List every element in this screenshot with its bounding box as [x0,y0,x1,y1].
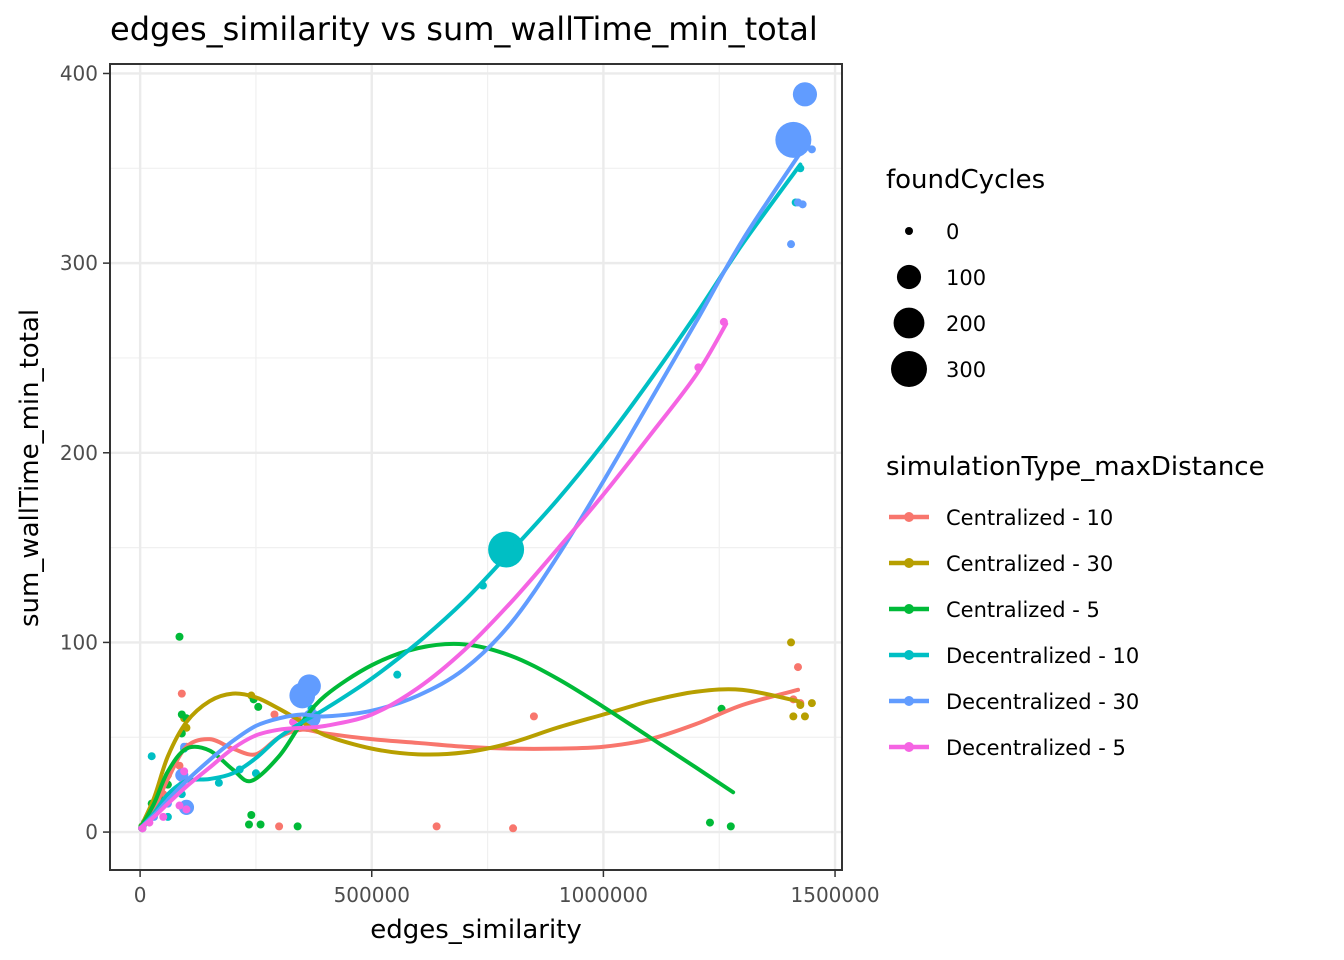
legend-title-simulation-type: simulationType_maxDistance [886,452,1265,482]
y-tick-label: 200 [60,441,98,465]
smooth-line-centralized-10 [138,687,800,831]
size-key-label: 0 [946,220,959,244]
smooth-line-centralized-30 [138,687,800,831]
legend-label-centralized-10: Centralized - 10 [946,506,1113,530]
legend-label-decentralized-5: Decentralized - 5 [946,736,1126,760]
y-tick-label: 400 [60,61,98,85]
point-decentralized-5 [175,801,184,810]
x-axis: 0 500000 1000000 1500000 [134,870,880,907]
legend-label-centralized-30: Centralized - 30 [946,552,1113,576]
panel-border [109,63,843,871]
size-key-300 [891,351,927,387]
point-centralized-10 [793,663,802,672]
chart-title: edges_similarity vs sum_wallTime_min_tot… [110,10,818,48]
point-centralized-10 [529,712,538,721]
y-tick-label: 300 [60,251,98,275]
y-tick-label: 0 [85,820,98,844]
point-centralized-5 [705,818,714,827]
point-decentralized-5 [182,805,191,814]
legend-key-point-centralized-5 [904,604,914,614]
point-decentralized-30 [807,145,816,154]
point-decentralized-30 [787,240,796,249]
point-centralized-5 [244,820,253,829]
point-centralized-10 [177,689,186,698]
point-decentralized-5 [180,767,189,776]
legend-key-point-decentralized-5 [904,742,914,752]
legend-label-decentralized-10: Decentralized - 10 [946,644,1139,668]
legend-label-centralized-5: Centralized - 5 [946,598,1100,622]
point-centralized-5 [175,632,184,641]
point-decentralized-30 [792,82,818,107]
plot-panel [109,63,843,871]
smooth-line-decentralized-5 [138,321,729,831]
point-decentralized-10 [393,670,402,679]
legend-key-point-centralized-30 [904,558,914,568]
legend-key-point-decentralized-10 [904,650,914,660]
point-centralized-10 [270,710,279,719]
x-tick-label: 500000 [334,883,410,907]
legend-title-found-cycles: foundCycles [886,165,1045,195]
data-layer [138,82,818,833]
x-tick-label: 0 [134,883,147,907]
point-centralized-5 [726,822,735,831]
size-key-100 [896,264,922,290]
size-key-label: 200 [946,312,986,336]
point-centralized-5 [256,820,265,829]
legend-label-decentralized-30: Decentralized - 30 [946,690,1139,714]
point-decentralized-30 [297,674,321,698]
point-centralized-30 [807,699,816,708]
smooth-line-decentralized-30 [138,147,805,831]
point-decentralized-5 [159,812,168,821]
point-decentralized-10 [147,752,156,761]
size-key-label: 100 [946,266,986,290]
x-tick-label: 1500000 [791,883,880,907]
legend-found-cycles: foundCycles 0 100 200 300 [886,165,1045,387]
point-centralized-30 [787,638,796,647]
y-axis: 0 100 200 300 400 [60,61,110,844]
x-tick-label: 1000000 [559,883,648,907]
legend-key-point-decentralized-30 [904,696,914,706]
point-decentralized-30 [775,121,812,158]
legend-key-point-centralized-10 [904,512,914,522]
size-key-200 [893,307,925,339]
point-centralized-30 [789,712,798,721]
legend-simulation-type: simulationType_maxDistance Centralized -… [886,452,1265,760]
smooth-line-centralized-5 [138,641,736,831]
point-centralized-5 [247,811,256,820]
point-centralized-5 [293,822,302,831]
y-tick-label: 100 [60,630,98,654]
point-decentralized-10 [488,531,525,568]
point-centralized-10 [432,822,441,831]
size-key-label: 300 [946,358,986,382]
point-centralized-10 [509,824,518,833]
x-axis-label: edges_similarity [370,915,582,945]
size-key-0 [905,227,913,235]
point-decentralized-30 [798,200,807,209]
point-decentralized-10 [214,778,223,787]
point-centralized-30 [800,712,809,721]
point-centralized-5 [254,702,263,711]
point-centralized-10 [275,822,284,831]
y-axis-label: sum_wallTime_min_total [15,309,45,627]
